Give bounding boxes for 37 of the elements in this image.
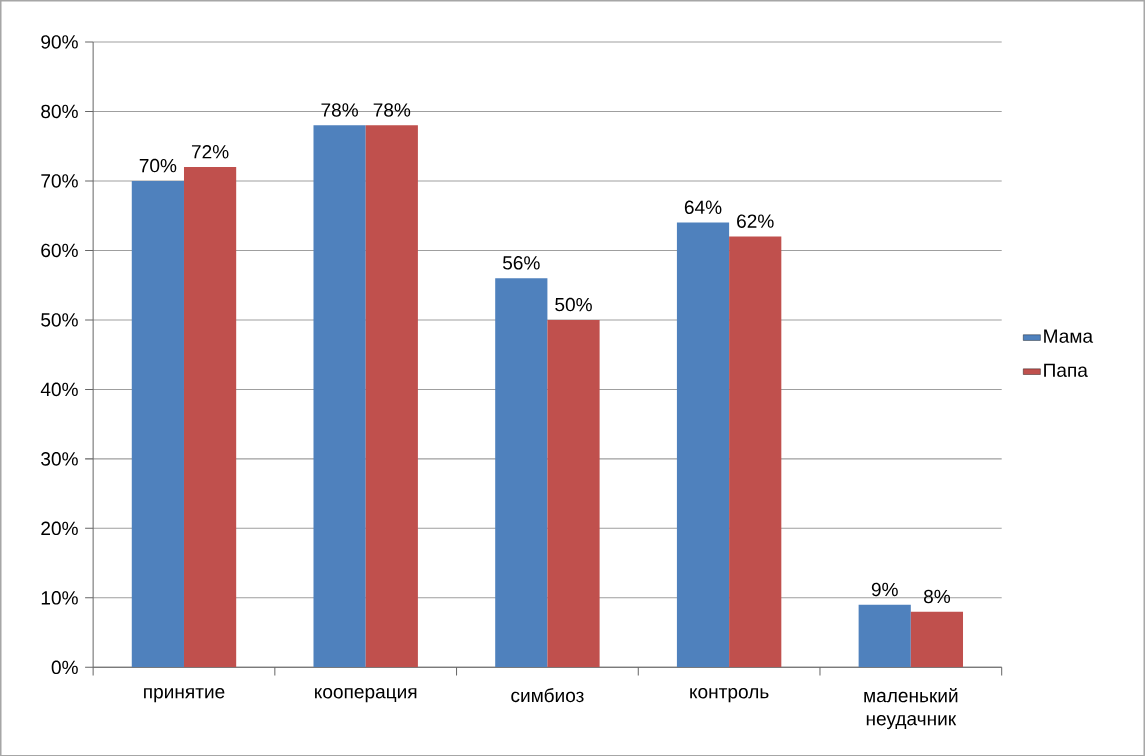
bar	[131, 180, 184, 668]
bar	[547, 319, 600, 668]
legend-label: Папа	[1044, 363, 1088, 377]
data-label: 78%	[373, 103, 411, 117]
bar	[183, 166, 237, 668]
bar	[365, 125, 418, 668]
data-label: 62%	[737, 214, 774, 228]
bar	[495, 277, 548, 668]
y-tick-label: 10%	[41, 590, 78, 605]
y-tick-label: 40%	[40, 382, 78, 396]
y-tick-label: 0%	[51, 660, 78, 674]
bar	[313, 125, 366, 668]
data-label: 8%	[923, 589, 951, 603]
bar	[858, 604, 911, 668]
y-tick-label: 20%	[41, 521, 78, 535]
bar	[910, 611, 964, 668]
data-label: 9%	[871, 582, 898, 597]
bar	[676, 222, 730, 668]
x-tick-label: кооперация	[315, 687, 417, 702]
data-label: 70%	[139, 158, 177, 173]
x-tick-label: принятие	[144, 687, 225, 702]
data-label: 56%	[502, 255, 540, 270]
y-tick-label: 70%	[41, 173, 78, 188]
data-label: 64%	[684, 200, 722, 214]
data-label: 78%	[321, 103, 358, 117]
x-tick-label: контроль	[690, 687, 769, 702]
y-tick-label: 90%	[41, 34, 78, 49]
bar	[729, 236, 782, 668]
x-tick-label: маленький неудачник	[864, 687, 958, 729]
y-tick-label: 80%	[41, 104, 78, 118]
data-label: 72%	[191, 144, 229, 159]
y-tick-label: 30%	[41, 451, 78, 466]
y-tick-label: 60%	[41, 243, 78, 257]
x-tick-label: симбиоз	[511, 687, 584, 702]
data-label: 50%	[555, 297, 592, 312]
legend-label: Мама	[1044, 329, 1094, 343]
y-tick-label: 50%	[41, 312, 78, 327]
